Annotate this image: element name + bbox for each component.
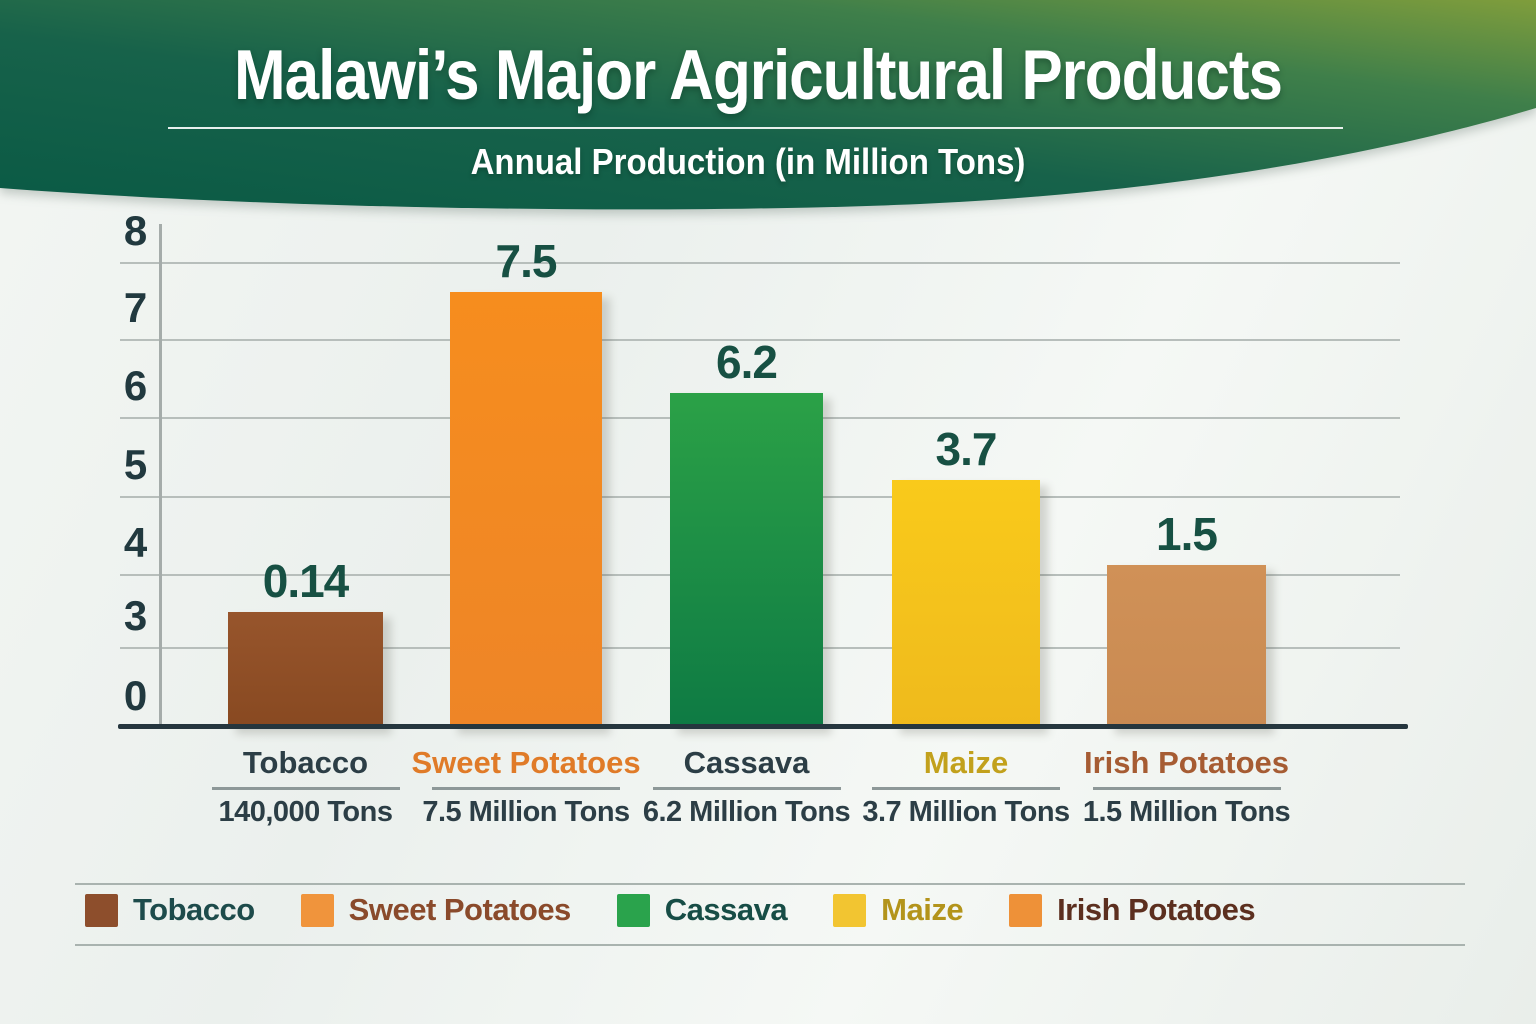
legend-swatch-sweet-potatoes bbox=[300, 893, 334, 927]
header-banner bbox=[0, 0, 1536, 210]
legend-top-rule bbox=[75, 883, 1465, 885]
legend-swatch-cassava bbox=[616, 893, 650, 927]
legend-label-cassava: Cassava bbox=[664, 892, 788, 927]
page-subtitle: Annual Production (in Million Tons) bbox=[470, 141, 1026, 182]
bar-value-sweet-potatoes: 7.5 bbox=[495, 235, 558, 287]
legend-label-irish-potatoes: Irish Potatoes bbox=[1057, 892, 1256, 927]
y-tick-label-6: 6 bbox=[123, 362, 147, 409]
y-tick-label-5: 5 bbox=[123, 441, 147, 488]
category-label-irish-potatoes: Irish Potatoes bbox=[1084, 745, 1289, 780]
category-underline bbox=[652, 787, 841, 790]
title-underline bbox=[168, 127, 1343, 129]
y-tick-label-8: 8 bbox=[123, 207, 147, 254]
legend-item-sweet-potatoes: Sweet Potatoes bbox=[300, 892, 572, 928]
category-column-tobacco: Tobacco 140,000 Tons bbox=[191, 746, 421, 829]
y-tick-label-3: 3 bbox=[123, 592, 147, 639]
legend-bottom-rule bbox=[75, 944, 1465, 946]
y-tick-label-4: 4 bbox=[123, 519, 147, 566]
legend-label-sweet-potatoes: Sweet Potatoes bbox=[348, 892, 572, 927]
legend-swatch-irish-potatoes bbox=[1009, 893, 1043, 927]
bar-value-irish-potatoes: 1.5 bbox=[1156, 508, 1218, 560]
category-column-cassava: Cassava 6.2 Million Tons bbox=[632, 746, 862, 829]
category-column-maize: Maize 3.7 Million Tons bbox=[851, 746, 1081, 829]
bar-maize bbox=[892, 480, 1040, 728]
legend-item-tobacco: Tobacco bbox=[85, 892, 255, 928]
legend-item-cassava: Cassava bbox=[616, 892, 788, 928]
y-tick-label-7: 7 bbox=[123, 284, 147, 331]
category-label-maize: Maize bbox=[923, 745, 1009, 780]
category-underline bbox=[1092, 787, 1281, 790]
category-underline bbox=[872, 787, 1060, 790]
y-tick-label-0: 0 bbox=[123, 672, 147, 719]
y-axis-line bbox=[159, 224, 162, 728]
legend-item-irish-potatoes: Irish Potatoes bbox=[1009, 892, 1256, 928]
category-underline bbox=[211, 787, 400, 790]
chart-legend: Tobacco Sweet Potatoes Cassava Maize Irish P… bbox=[85, 892, 1256, 928]
gridline-y-8 bbox=[120, 262, 1400, 264]
category-label-tobacco: Tobacco bbox=[242, 745, 369, 780]
category-underline bbox=[432, 787, 620, 790]
bar-value-maize: 3.7 bbox=[935, 423, 998, 475]
category-column-sweet-potatoes: Sweet Potatoes 7.5 Million Tons bbox=[411, 746, 641, 829]
legend-item-maize: Maize bbox=[833, 892, 964, 928]
page-title: Malawi’s Major Agricultural Products bbox=[233, 36, 1283, 115]
legend-label-maize: Maize bbox=[881, 892, 964, 927]
category-label-sweet-potatoes: Sweet Potatoes bbox=[411, 745, 641, 780]
header-curve-shape bbox=[0, 0, 1536, 210]
x-axis-baseline bbox=[118, 724, 1408, 729]
category-caption-sweet-potatoes: 7.5 Million Tons bbox=[422, 796, 630, 828]
category-caption-tobacco: 140,000 Tons bbox=[218, 796, 393, 828]
category-caption-maize: 3.7 Million Tons bbox=[862, 796, 1070, 828]
bar-value-cassava: 6.2 bbox=[716, 336, 778, 388]
bar-sweet-potatoes bbox=[450, 292, 602, 728]
category-caption-irish-potatoes: 1.5 Million Tons bbox=[1082, 796, 1291, 828]
legend-swatch-tobacco bbox=[85, 893, 118, 927]
gridline-y-7 bbox=[120, 339, 1400, 341]
bar-irish-potatoes bbox=[1107, 565, 1266, 728]
legend-label-tobacco: Tobacco bbox=[133, 892, 255, 927]
category-caption-cassava: 6.2 Million Tons bbox=[642, 796, 851, 828]
legend-swatch-maize bbox=[833, 893, 867, 927]
bar-cassava bbox=[670, 393, 823, 728]
bar-tobacco bbox=[228, 612, 383, 728]
bar-value-tobacco: 0.14 bbox=[262, 555, 350, 607]
category-column-irish-potatoes: Irish Potatoes 1.5 Million Tons bbox=[1072, 746, 1302, 829]
category-label-cassava: Cassava bbox=[683, 745, 810, 780]
